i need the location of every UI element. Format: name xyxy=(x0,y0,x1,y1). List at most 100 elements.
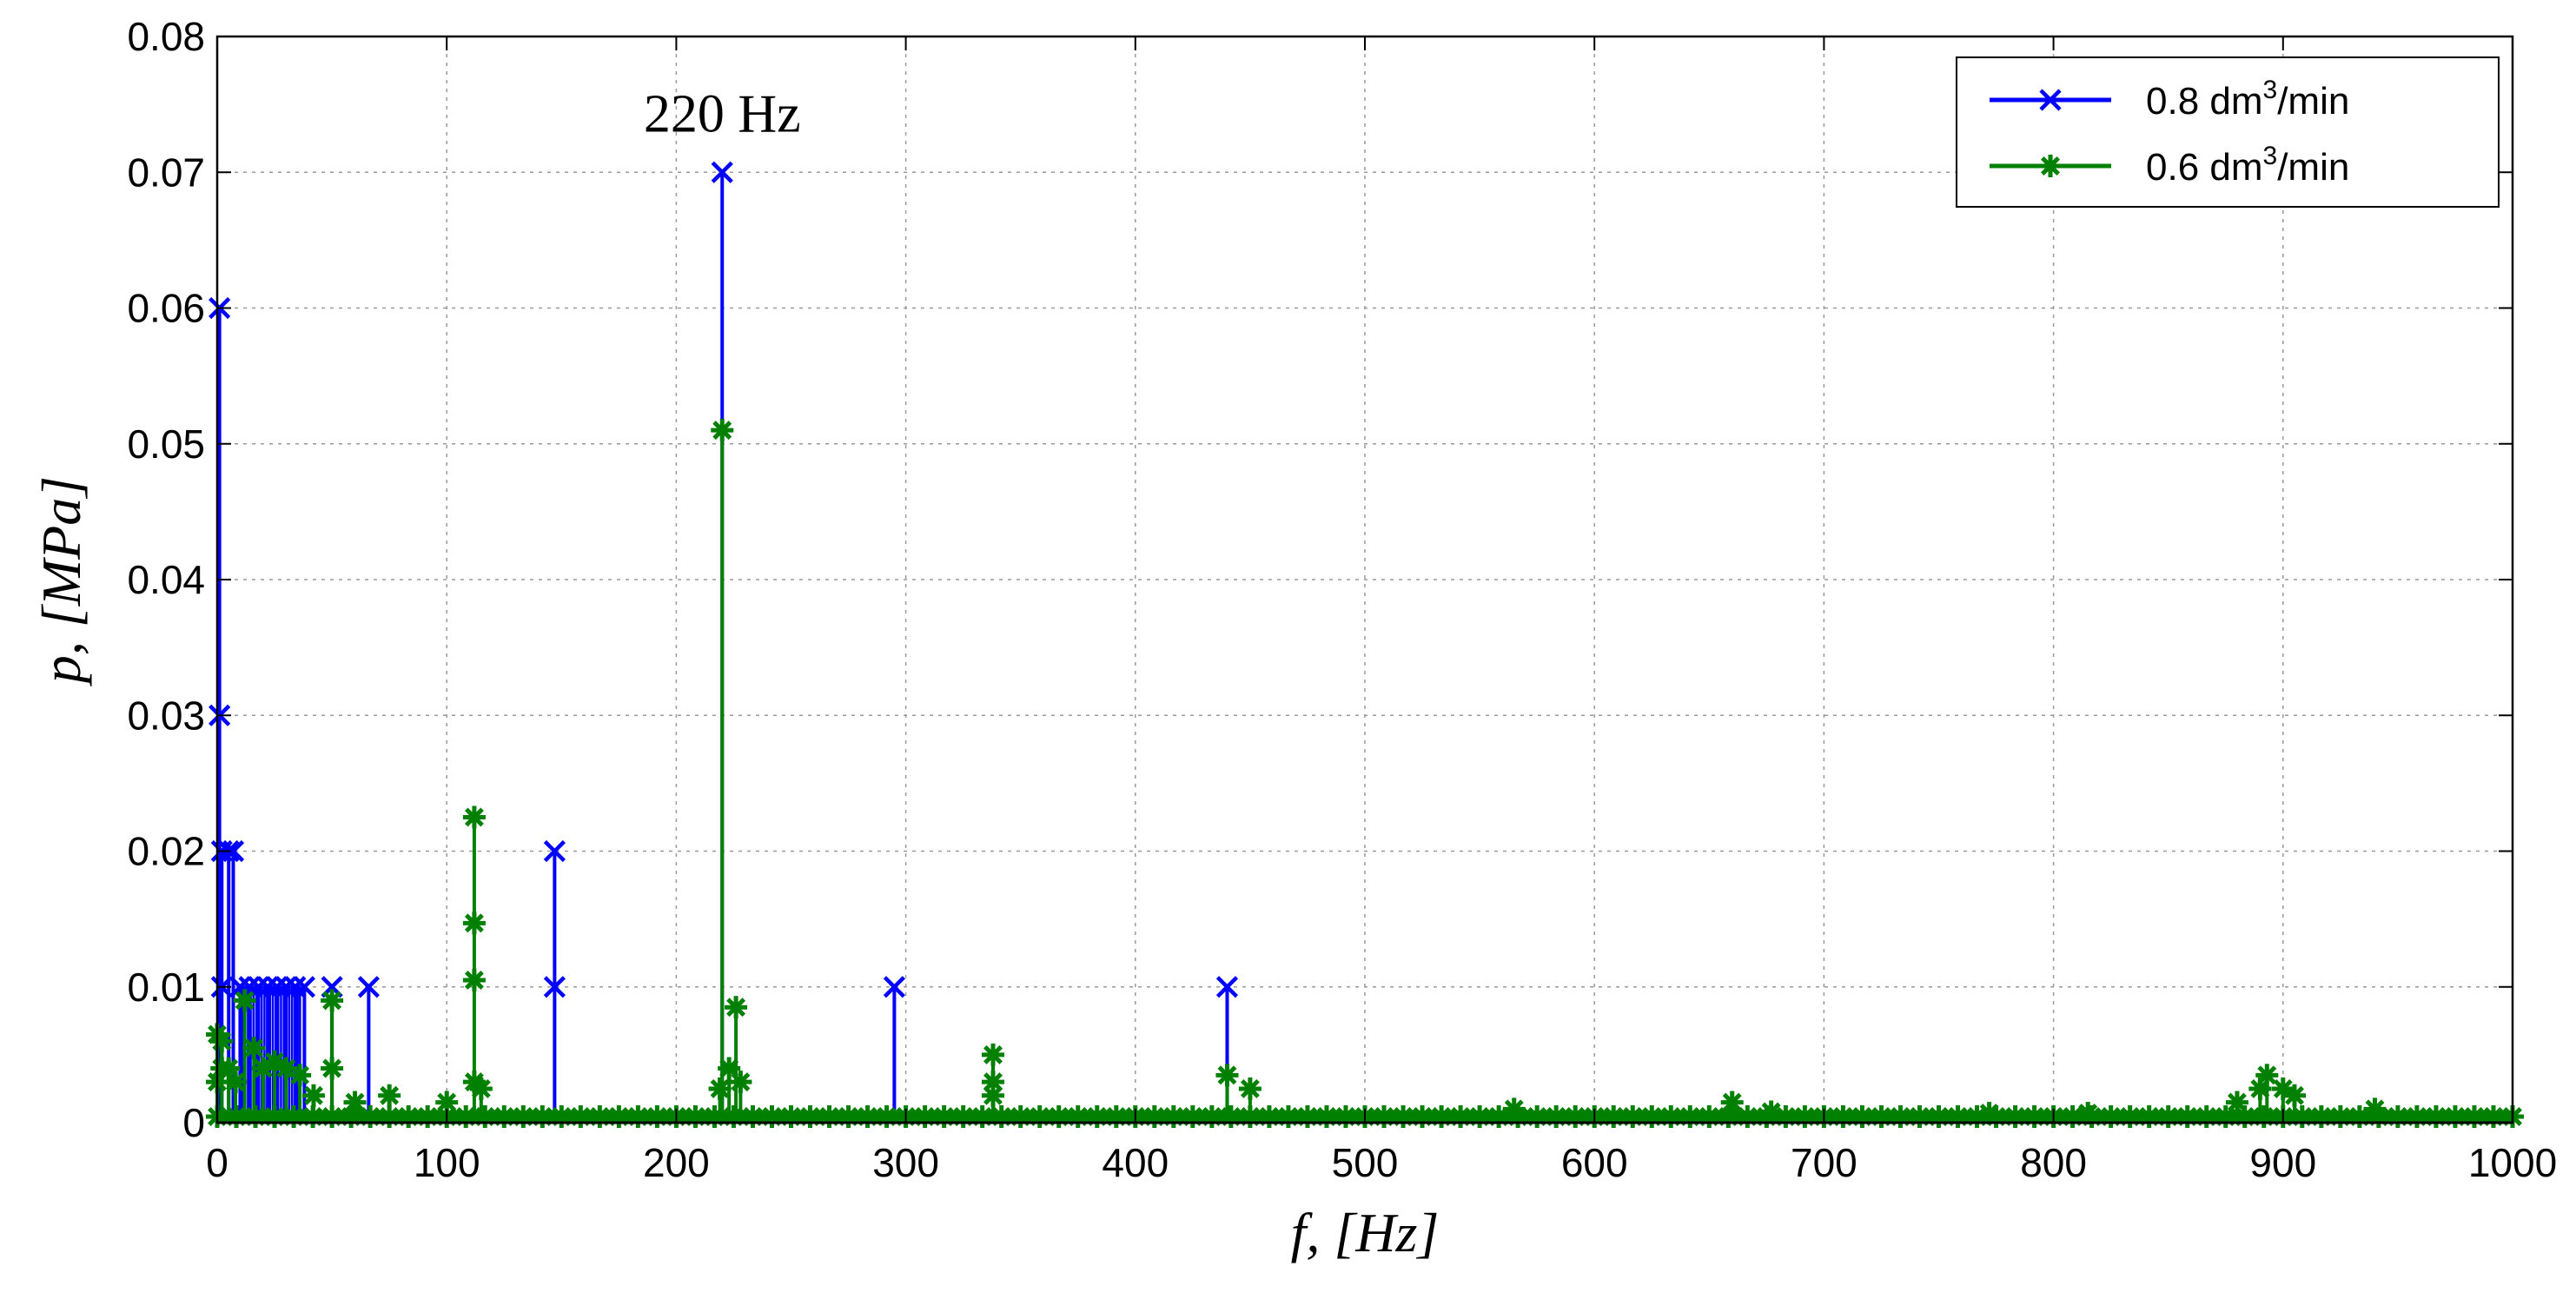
data-point xyxy=(543,976,566,998)
marker-stroke xyxy=(2285,1085,2304,1105)
peak-annotation: 220 Hz xyxy=(644,84,801,143)
y-tick-label: 0.02 xyxy=(127,829,205,874)
data-point xyxy=(357,976,380,998)
data-point xyxy=(2283,1084,2307,1107)
y-axis-label: p, [MPa] xyxy=(30,476,92,686)
data-point xyxy=(210,1030,234,1053)
marker-stroke xyxy=(322,1058,342,1078)
marker-stroke xyxy=(464,913,484,933)
x-tick-label: 100 xyxy=(414,1140,480,1185)
data-point xyxy=(301,1084,325,1107)
marker-stroke xyxy=(1217,1065,1237,1085)
marker-stroke xyxy=(1215,976,1239,998)
marker-stroke xyxy=(2365,1099,2385,1119)
data-point xyxy=(242,1037,266,1060)
marker-stroke xyxy=(712,421,732,441)
data-point xyxy=(725,996,748,1019)
data-point xyxy=(981,1043,1004,1066)
marker-stroke xyxy=(1761,1102,1781,1122)
data-point xyxy=(981,1071,1004,1094)
data-point xyxy=(883,976,905,998)
x-tick-label: 0 xyxy=(206,1140,228,1185)
marker-stroke xyxy=(2257,1065,2277,1085)
marker-stroke xyxy=(1722,1092,1742,1112)
tick-labels: 0 100 200 300 400 500 600 700 800 900 1000 0 0.01 0.0… xyxy=(127,14,2557,1185)
data-point xyxy=(1215,976,1239,998)
marker-stroke xyxy=(883,976,905,998)
legend: 0.8 dm3/min 0.6 dm 3/min xyxy=(1956,56,2500,208)
data-point xyxy=(469,1077,493,1100)
marker-stroke xyxy=(1504,1099,1524,1119)
data-point xyxy=(462,912,486,935)
marker-stroke xyxy=(244,1038,264,1058)
x-tick-label: 500 xyxy=(1332,1140,1399,1185)
ticks xyxy=(216,36,2513,1124)
marker-stroke xyxy=(2078,1104,2098,1124)
marker-stroke xyxy=(543,839,566,863)
data-point xyxy=(462,968,486,991)
data-point xyxy=(1215,1064,1239,1087)
marker-stroke xyxy=(464,807,484,827)
marker-stroke xyxy=(731,1072,751,1092)
marker-stroke xyxy=(2041,156,2060,176)
y-tick-label: 0.07 xyxy=(127,149,205,195)
legend-label: 0.8 dm3/min xyxy=(2146,76,2349,123)
marker-stroke xyxy=(226,1072,246,1092)
marker-stroke xyxy=(276,1058,296,1078)
data-point xyxy=(233,989,256,1012)
marker-stroke xyxy=(1240,1078,1260,1098)
data-point xyxy=(2225,1091,2248,1114)
legend-marker xyxy=(2039,89,2062,111)
marker-stroke xyxy=(983,1072,1003,1092)
legend-label-base: 0.8 dm xyxy=(2146,80,2263,123)
marker-stroke xyxy=(380,1085,400,1105)
data-point xyxy=(1238,1077,1262,1100)
marker-stroke xyxy=(265,1051,285,1071)
marker-stroke xyxy=(290,1065,310,1085)
data-point xyxy=(1977,1102,2001,1125)
y-tick-label: 0 xyxy=(182,1100,205,1145)
marker-stroke xyxy=(983,1044,1003,1064)
marker-stroke xyxy=(471,1078,491,1098)
legend-label-tail: /min xyxy=(2277,80,2349,123)
legend-box xyxy=(1956,56,2500,208)
legend-label-tail: /min xyxy=(2277,146,2349,189)
data-point xyxy=(2255,1064,2279,1087)
y-tick-label: 0.03 xyxy=(127,693,205,738)
data-point xyxy=(711,419,734,442)
data-point xyxy=(711,161,733,183)
data-point xyxy=(321,1057,344,1080)
legend-label-base: 0.6 dm xyxy=(2146,146,2263,189)
marker-stroke xyxy=(710,1078,730,1098)
marker-stroke xyxy=(1979,1104,1999,1124)
x-tick-label: 600 xyxy=(1561,1140,1628,1185)
x-tick-label: 300 xyxy=(872,1140,939,1185)
data-point xyxy=(288,1064,312,1087)
marker-stroke xyxy=(726,998,746,1018)
grid xyxy=(217,36,2513,1123)
marker-stroke xyxy=(2227,1092,2247,1112)
data-point xyxy=(343,1091,367,1114)
legend-label-sup: 3 xyxy=(2263,76,2278,104)
marker-stroke xyxy=(345,1092,365,1112)
y-tick-label: 0.08 xyxy=(127,14,205,59)
marker-stroke xyxy=(222,839,245,863)
y-tick-label: 0.06 xyxy=(127,286,205,331)
legend-marker xyxy=(2039,155,2062,177)
baseline-marker xyxy=(1314,1105,1338,1128)
x-tick-label: 900 xyxy=(2249,1140,2316,1185)
marker-stroke xyxy=(543,976,566,998)
legend-entries: 0.8 dm3/min 0.6 dm 3/min xyxy=(1990,76,2349,189)
x-tick-label: 800 xyxy=(2020,1140,2087,1185)
data-point xyxy=(1502,1097,1526,1121)
x-tick-label: 400 xyxy=(1102,1140,1169,1185)
data-point xyxy=(1759,1100,1783,1124)
y-tick-label: 0.01 xyxy=(127,965,205,1010)
data-point xyxy=(462,806,486,829)
y-tick-label: 0.04 xyxy=(127,557,205,602)
marker-stroke xyxy=(304,1085,323,1105)
data-point xyxy=(222,839,245,863)
data-point xyxy=(321,989,344,1012)
